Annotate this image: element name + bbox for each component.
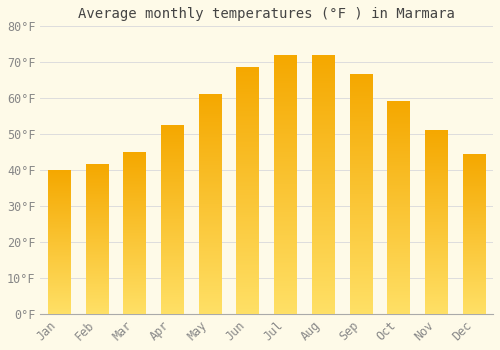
Title: Average monthly temperatures (°F ) in Marmara: Average monthly temperatures (°F ) in Ma… xyxy=(78,7,455,21)
